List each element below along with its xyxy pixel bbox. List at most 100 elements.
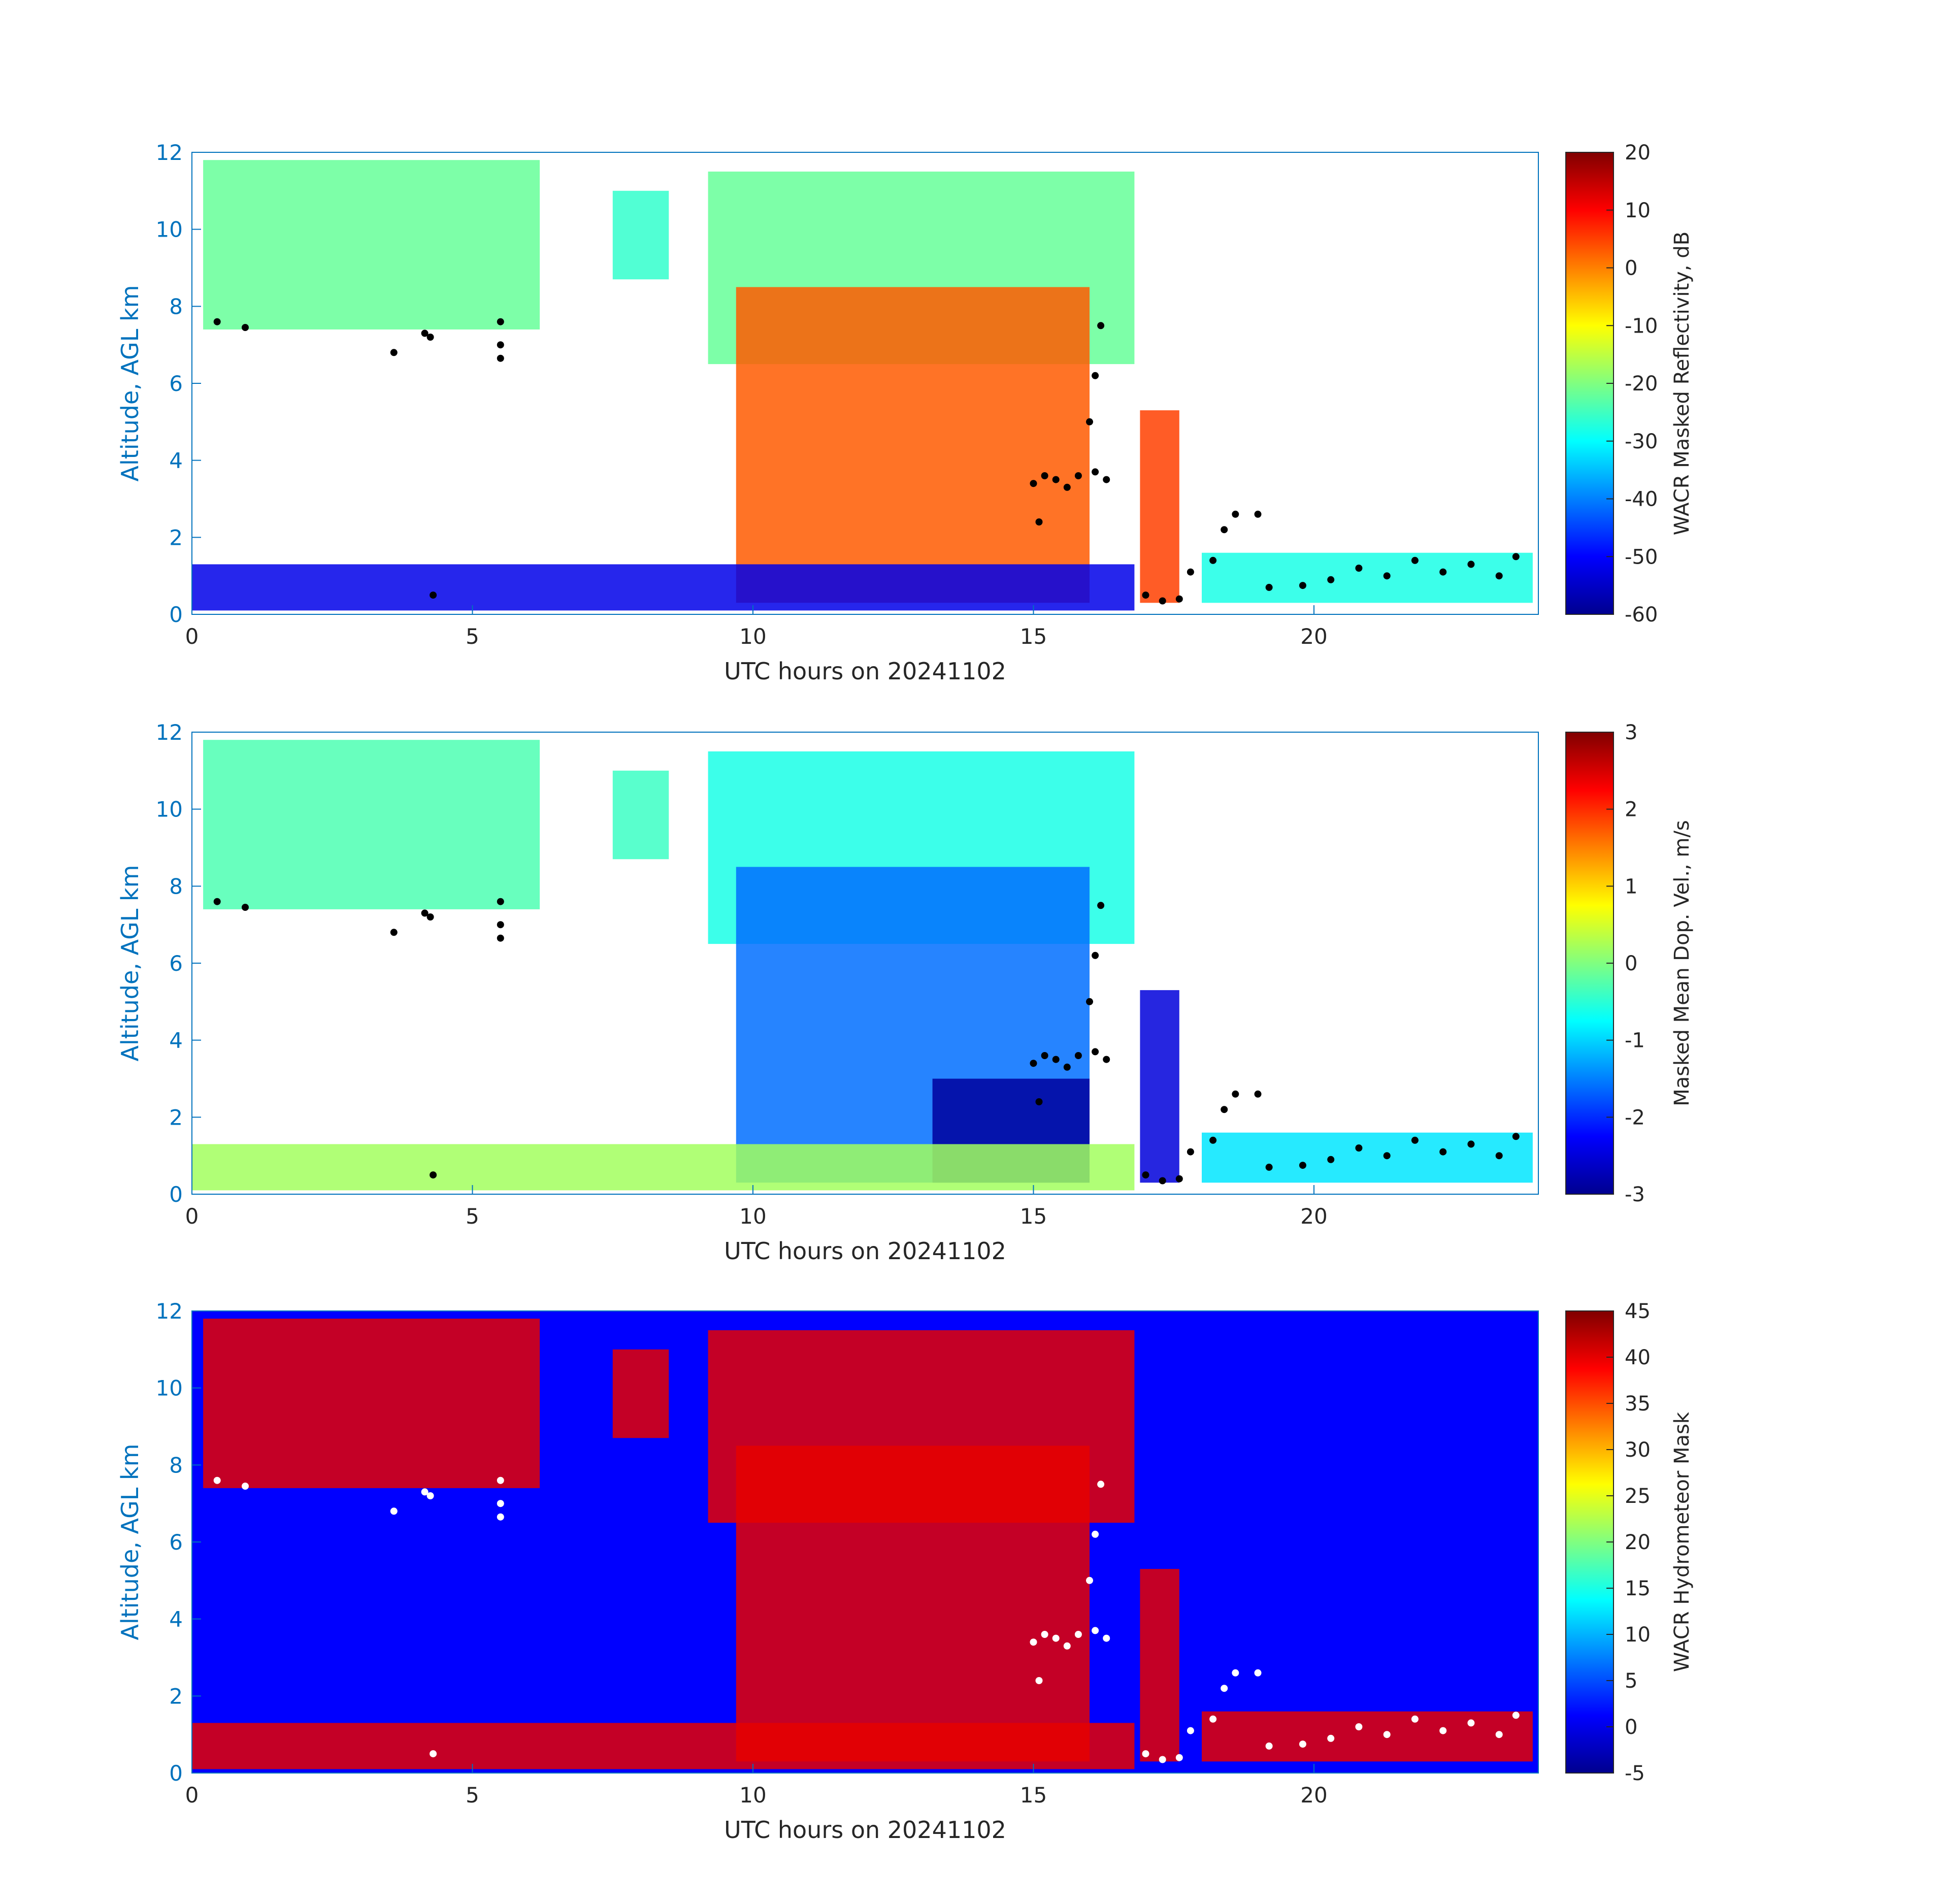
colorbar-tick-label: 10 <box>1625 1623 1651 1647</box>
cloud-base-point <box>1232 510 1239 518</box>
y-tick-label: 8 <box>169 874 183 899</box>
y-tick-label: 4 <box>169 1607 183 1632</box>
cloud-base-point <box>1159 597 1166 605</box>
x-tick-label: 20 <box>1300 1783 1327 1808</box>
y-tick-label: 6 <box>169 1530 183 1555</box>
echo-region <box>1202 1132 1533 1183</box>
colorbar <box>1565 152 1614 615</box>
cloud-base-point <box>1097 322 1105 330</box>
x-tick-label: 15 <box>1020 624 1047 649</box>
x-tick-label: 20 <box>1300 624 1327 649</box>
cloud-base-point <box>1159 1177 1166 1185</box>
echo-region <box>612 1349 669 1438</box>
x-tick-label: 5 <box>466 1783 479 1808</box>
cloud-base-point <box>430 592 437 599</box>
cloud-base-markers <box>213 1476 1520 1763</box>
y-tick-label: 2 <box>169 1684 183 1709</box>
y-tick-label: 12 <box>156 1299 183 1324</box>
cloud-base-point <box>213 1476 221 1484</box>
y-axis-label: Altitude, AGL km <box>116 865 144 1061</box>
cloud-base-point <box>430 1171 437 1179</box>
colorbar-tick-label: 40 <box>1625 1346 1651 1369</box>
cloud-base-point <box>1254 1090 1262 1098</box>
cloud-base-point <box>1383 1152 1391 1160</box>
cloud-base-point <box>1512 1133 1520 1140</box>
cloud-base-point <box>1495 572 1503 580</box>
colorbar-tick-label: -3 <box>1625 1183 1645 1206</box>
x-tick-label: 0 <box>185 624 199 649</box>
y-tick-label: 2 <box>169 525 183 550</box>
cloud-base-point <box>1411 1715 1419 1723</box>
cloud-base-point <box>497 1513 504 1521</box>
colorbar-label: WACR Masked Reflectivity, dB <box>1670 232 1694 535</box>
echo-region <box>1140 1569 1179 1762</box>
colorbar-label: Masked Mean Dop. Vel., m/s <box>1670 820 1694 1106</box>
cloud-base-point <box>1327 576 1335 583</box>
cloud-base-point <box>1175 1175 1183 1183</box>
cloud-base-point <box>1074 472 1082 479</box>
colorbar-label: WACR Hydrometeor Mask <box>1670 1411 1694 1672</box>
y-tick-label: 6 <box>169 371 183 396</box>
cloud-base-point <box>1254 1669 1262 1677</box>
cloud-base-point <box>390 929 398 936</box>
cloud-base-point <box>390 1507 398 1515</box>
colorbar-tick-label: -40 <box>1625 488 1658 511</box>
cloud-base-point <box>1221 1685 1228 1692</box>
colorbar-tick-label: -30 <box>1625 430 1658 453</box>
cloud-base-point <box>1052 476 1060 483</box>
cloud-base-point <box>1030 480 1037 487</box>
cloud-base-point <box>1187 1148 1194 1156</box>
cloud-base-point <box>1063 1063 1071 1071</box>
colorbar-tick-label: 1 <box>1625 875 1637 898</box>
cloud-base-point <box>426 334 434 341</box>
colorbar-tick-label: -60 <box>1625 603 1658 627</box>
cloud-base-point <box>1175 595 1183 603</box>
x-tick-label: 0 <box>185 1204 199 1229</box>
colorbar-tick-label: -20 <box>1625 372 1658 396</box>
cloud-base-point <box>242 904 249 911</box>
cloud-base-point <box>1092 1627 1099 1634</box>
y-tick-label: 0 <box>169 1182 183 1207</box>
cloud-base-point <box>213 318 221 325</box>
cloud-base-point <box>1097 902 1105 909</box>
cloud-base-point <box>426 1492 434 1499</box>
cloud-base-point <box>1495 1152 1503 1160</box>
cloud-base-point <box>1299 1741 1306 1748</box>
x-axis-label: UTC hours on 20241102 <box>724 1237 1006 1265</box>
cloud-base-point <box>1439 1148 1447 1156</box>
cloud-base-point <box>1175 1754 1183 1761</box>
cloud-base-point <box>1092 1530 1099 1538</box>
colorbar-tick-label: 15 <box>1625 1577 1651 1600</box>
colorbar-tick-label: -2 <box>1625 1106 1645 1129</box>
cloud-base-point <box>1187 568 1194 576</box>
x-tick-label: 15 <box>1020 1204 1047 1229</box>
cloud-base-point <box>1159 1756 1166 1763</box>
y-tick-label: 0 <box>169 1761 183 1786</box>
cloud-base-point <box>1035 1677 1043 1684</box>
cloud-base-point <box>1035 1098 1043 1105</box>
cloud-base-point <box>497 934 504 942</box>
cloud-base-point <box>1052 1056 1060 1063</box>
colorbar-tick-label: 0 <box>1625 952 1637 975</box>
echo-region <box>1202 1711 1533 1762</box>
y-tick-label: 4 <box>169 448 183 473</box>
heatmap-features <box>192 1319 1533 1769</box>
cloud-base-point <box>1086 418 1093 425</box>
cloud-base-point <box>421 1488 429 1496</box>
cloud-base-markers <box>213 318 1520 605</box>
cloud-base-point <box>1411 556 1419 564</box>
colorbar-tick-label: 2 <box>1625 798 1637 822</box>
echo-region <box>1140 410 1179 603</box>
cloud-base-point <box>1383 1731 1391 1738</box>
cloud-base-point <box>1467 1719 1475 1727</box>
echo-region <box>203 1319 540 1488</box>
axis-ticks: 0 5 10 15 20 0 2 4 6 8 10 12 <box>156 1299 1328 1808</box>
echo-region <box>203 740 540 909</box>
y-tick-label: 2 <box>169 1105 183 1130</box>
cloud-base-point <box>1355 1144 1363 1152</box>
cloud-base-point <box>1232 1090 1239 1098</box>
y-tick-label: 12 <box>156 720 183 745</box>
